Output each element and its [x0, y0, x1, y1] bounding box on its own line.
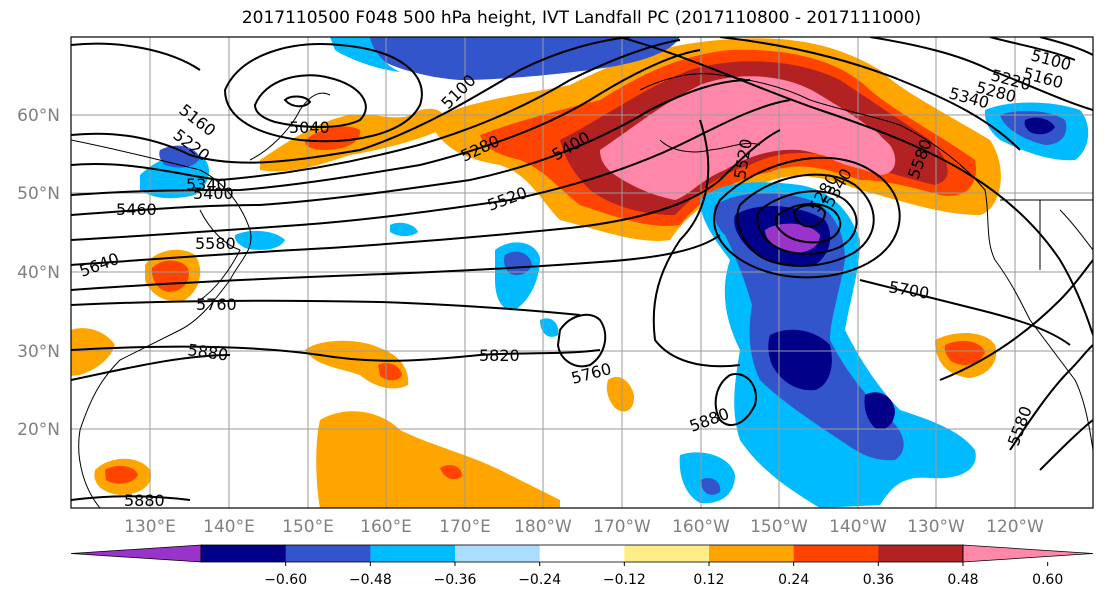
lon-label: 140°E [203, 517, 255, 537]
shade-east-30n-core [944, 340, 985, 365]
lat-label: 20°N [17, 420, 60, 440]
colorbar-swatch [539, 545, 625, 562]
shade-negative-30n-core [768, 329, 832, 391]
shade-kamchatka-core [305, 126, 361, 150]
shade-negative-small-sw [540, 318, 559, 337]
lat-label: 50°N [17, 184, 60, 204]
lat-label: 40°N [17, 263, 60, 283]
colorbar-swatch [709, 545, 795, 562]
shade-negative-dateline-small [390, 222, 418, 237]
colorbar-swatch [285, 545, 371, 562]
colorbar-swatch [455, 545, 541, 562]
shade-west-edge [71, 328, 115, 376]
colorbar-tick-label: 0.60 [1032, 572, 1063, 588]
colorbar: −0.60 −0.48 −0.36 −0.24 −0.12 0.12 0.24 0.36 0.4… [70, 544, 1094, 588]
shade-negative-north [370, 37, 680, 80]
colorbar-tick-label: −0.36 [434, 572, 477, 588]
lon-axis-labels: 130°E 140°E 150°E 160°E 170°E 180°W 170°… [124, 517, 1044, 537]
lon-label: 180°W [514, 517, 572, 537]
lon-label: 130°E [124, 517, 176, 537]
shade-negative-20n-core [864, 392, 895, 430]
colorbar-swatch [624, 545, 710, 562]
shade-negative-trough-mid [713, 193, 904, 461]
lon-label: 160°W [672, 517, 730, 537]
colorbar-tick-label: 0.48 [947, 572, 978, 588]
shade-negative-south [679, 452, 735, 504]
lon-label: 150°E [282, 517, 334, 537]
shade-negative-japan-small [234, 230, 285, 250]
lon-label: 150°W [750, 517, 808, 537]
lat-label: 30°N [17, 342, 60, 362]
colorbar-frame [200, 544, 964, 563]
shade-westpac-30n-core [378, 363, 402, 381]
contour-label: 5760 [196, 295, 237, 314]
lon-label: 160°E [360, 517, 412, 537]
shade-negative-midpac-core [504, 251, 532, 276]
map-panel [70, 36, 1094, 509]
colorbar-swatch [370, 545, 456, 562]
lat-axis-labels: 60°N 50°N 40°N 30°N 20°N [17, 106, 60, 440]
shade-positive-pink [600, 76, 896, 200]
lon-label: 170°E [439, 517, 491, 537]
lat-label: 60°N [17, 106, 60, 126]
lon-label: 120°W [986, 517, 1044, 537]
shade-subtrop-south-core [440, 465, 462, 480]
colorbar-extend-low [70, 544, 202, 563]
shade-sw-corner-core [105, 465, 138, 484]
colorbar-extend-high [962, 544, 1094, 563]
colorbar-tick-label: 0.12 [693, 572, 724, 588]
shade-dateline-small [606, 376, 635, 412]
figure-title: 2017110500 F048 500 hPa height, IVT Land… [241, 8, 922, 28]
shade-subtrop-south [316, 411, 560, 508]
contour-label: 5040 [289, 118, 330, 137]
contour-label: 5580 [195, 234, 236, 253]
map-frame [70, 36, 1094, 509]
contour-label: 5820 [479, 346, 520, 365]
shade-negative-south-core [700, 478, 721, 495]
colorbar-tick-label: 0.36 [863, 572, 894, 588]
colorbar-tick-label: −0.60 [264, 572, 307, 588]
lon-label: 140°W [829, 517, 887, 537]
contour-label: 5460 [116, 200, 157, 219]
contour-label: 5340 [186, 175, 227, 194]
colorbar-swatch [201, 545, 287, 562]
contour-label: 5880 [124, 491, 165, 510]
lon-label: 130°W [907, 517, 965, 537]
shade-negative-gulf-dark [1024, 117, 1055, 135]
colorbar-swatch [878, 545, 964, 562]
lon-label: 170°W [593, 517, 651, 537]
graticule [71, 37, 1093, 508]
shade-positive-pink-ne [790, 115, 886, 170]
colorbar-tick-label: −0.48 [349, 572, 392, 588]
colorbar-tick-label: −0.24 [518, 572, 561, 588]
colorbar-tick-label: 0.24 [778, 572, 809, 588]
contour-label: 5400 [193, 184, 234, 203]
colorbar-tick-label: −0.12 [603, 572, 646, 588]
colorbar-swatch [793, 545, 879, 562]
height-contours [71, 37, 1093, 501]
